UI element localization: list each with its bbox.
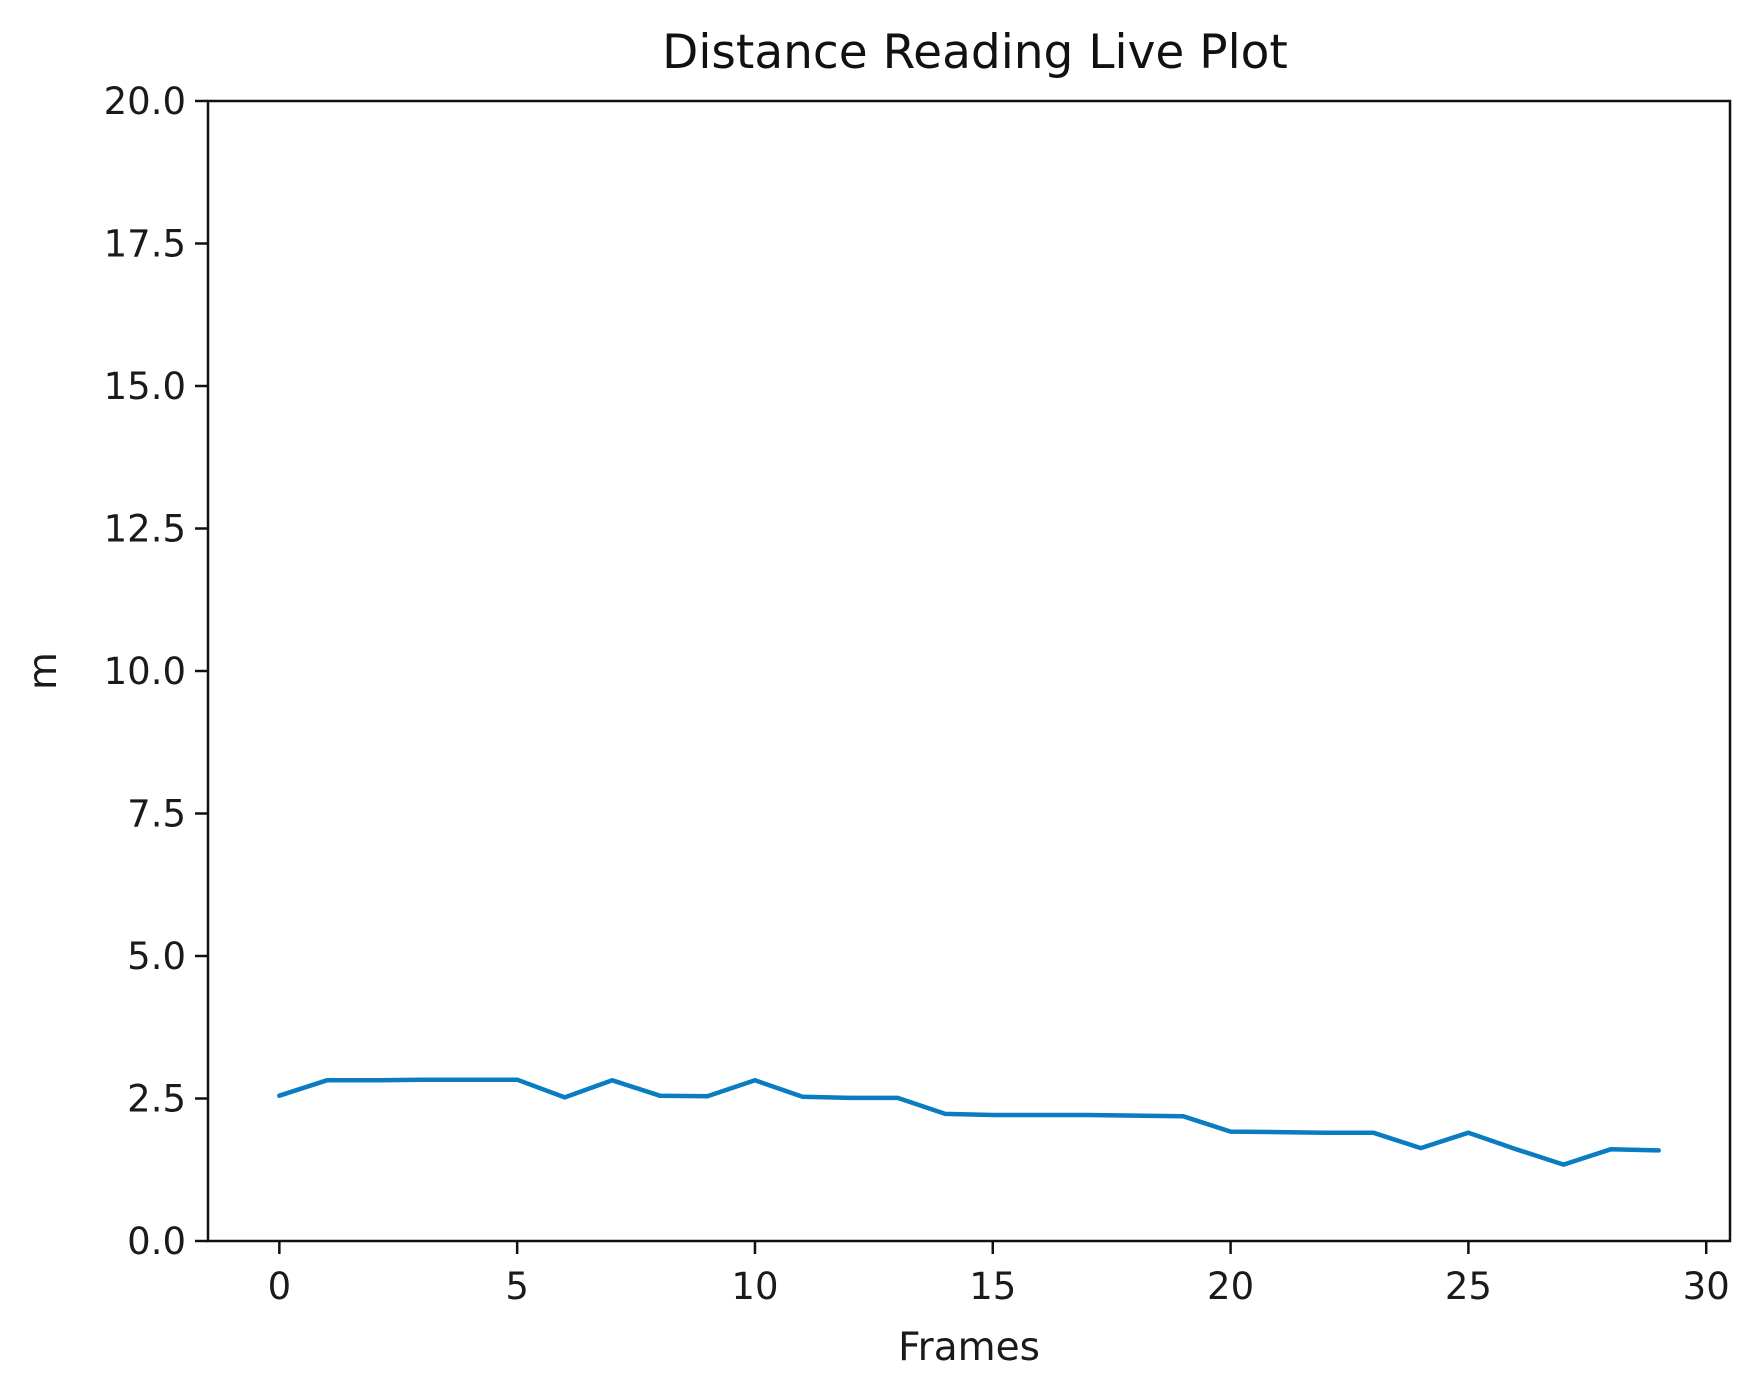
y-axis-label: m bbox=[21, 652, 66, 690]
x-tick-label: 0 bbox=[268, 1265, 292, 1308]
series-layer bbox=[277, 1077, 1661, 1167]
x-tick-label: 25 bbox=[1445, 1265, 1492, 1308]
y-tick-label: 0.0 bbox=[127, 1220, 186, 1263]
x-tick-label: 15 bbox=[969, 1265, 1016, 1308]
y-tick-label: 12.5 bbox=[104, 508, 186, 551]
plot-area-frame bbox=[206, 99, 1732, 1243]
x-tick-label: 20 bbox=[1207, 1265, 1254, 1308]
x-axis-ticks: 0 5 10 15 20 25 30 bbox=[268, 1241, 1730, 1308]
chart-title: Distance Reading Live Plot bbox=[662, 25, 1288, 80]
x-tick-label: 5 bbox=[505, 1265, 529, 1308]
x-tick-label: 30 bbox=[1683, 1265, 1730, 1308]
series-line-0 bbox=[277, 1077, 1661, 1167]
y-tick-label: 15.0 bbox=[104, 365, 186, 408]
x-axis-label: Frames bbox=[898, 1325, 1040, 1370]
y-tick-label: 2.5 bbox=[127, 1078, 186, 1121]
y-tick-label: 10.0 bbox=[104, 650, 186, 693]
y-axis-ticks: 0.0 2.5 5.0 7.5 10.0 12.5 15.0 17.5 20.0 bbox=[104, 80, 208, 1263]
y-tick-label: 20.0 bbox=[104, 80, 186, 123]
y-tick-label: 7.5 bbox=[127, 793, 186, 836]
y-tick-label: 17.5 bbox=[104, 223, 186, 266]
y-tick-label: 5.0 bbox=[127, 935, 186, 978]
x-tick-label: 10 bbox=[731, 1265, 778, 1308]
